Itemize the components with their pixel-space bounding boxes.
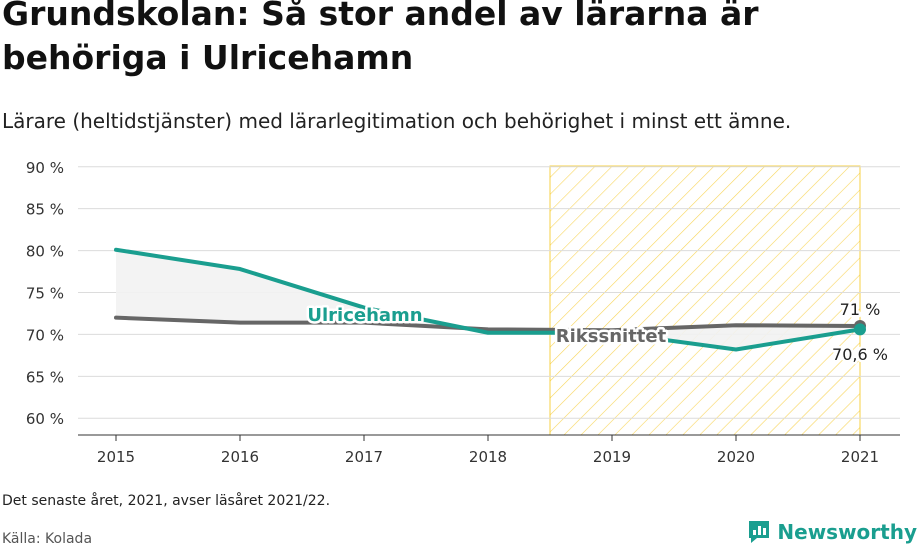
line-chart: 60 % 65 % 70 % 75 % 80 % 85 % 90 % 2015 2016 201…	[26, 159, 900, 466]
chart-title: Grundskolan: Så stor andel av lärarna är…	[2, 0, 759, 77]
series-line-ulricehamn	[114, 247, 862, 352]
footnote: Det senaste året, 2021, avser läsåret 20…	[2, 493, 331, 509]
series-line-riket	[114, 315, 862, 333]
series-label-riket: Rikssnittet	[556, 326, 667, 347]
y-tick-label: 75 %	[26, 285, 64, 303]
newsworthy-logo-icon	[749, 521, 770, 543]
x-tick-label: 2015	[97, 448, 135, 466]
x-tick-label: 2018	[469, 448, 507, 466]
data-label-ulricehamn-2021: 70,6 %	[832, 345, 888, 364]
y-tick-label: 60 %	[26, 410, 64, 428]
x-tick-label: 2019	[593, 448, 631, 466]
end-point-ulricehamn	[854, 323, 866, 336]
y-tick-label: 80 %	[26, 243, 64, 261]
x-tick-label: 2016	[221, 448, 259, 466]
x-tick-label: 2020	[717, 448, 755, 466]
x-tick-label: 2021	[841, 448, 879, 466]
chart-subtitle: Lärare (heltidstjänster) med lärarlegiti…	[2, 109, 792, 133]
brand-name: Newsworthy	[777, 520, 917, 544]
y-tick-label: 70 %	[26, 326, 64, 344]
series-label-ulricehamn: Ulricehamn	[307, 305, 422, 326]
brand-logo[interactable]: Newsworthy	[747, 519, 917, 545]
y-tick-label: 65 %	[26, 368, 64, 386]
x-tick-label: 2017	[345, 448, 383, 466]
data-label-riket-2021: 71 %	[840, 300, 881, 319]
highlight-band	[549, 165, 861, 436]
y-tick-label: 85 %	[26, 201, 64, 219]
source-text: Källa: Kolada	[2, 531, 93, 547]
y-tick-label: 90 %	[26, 159, 64, 177]
